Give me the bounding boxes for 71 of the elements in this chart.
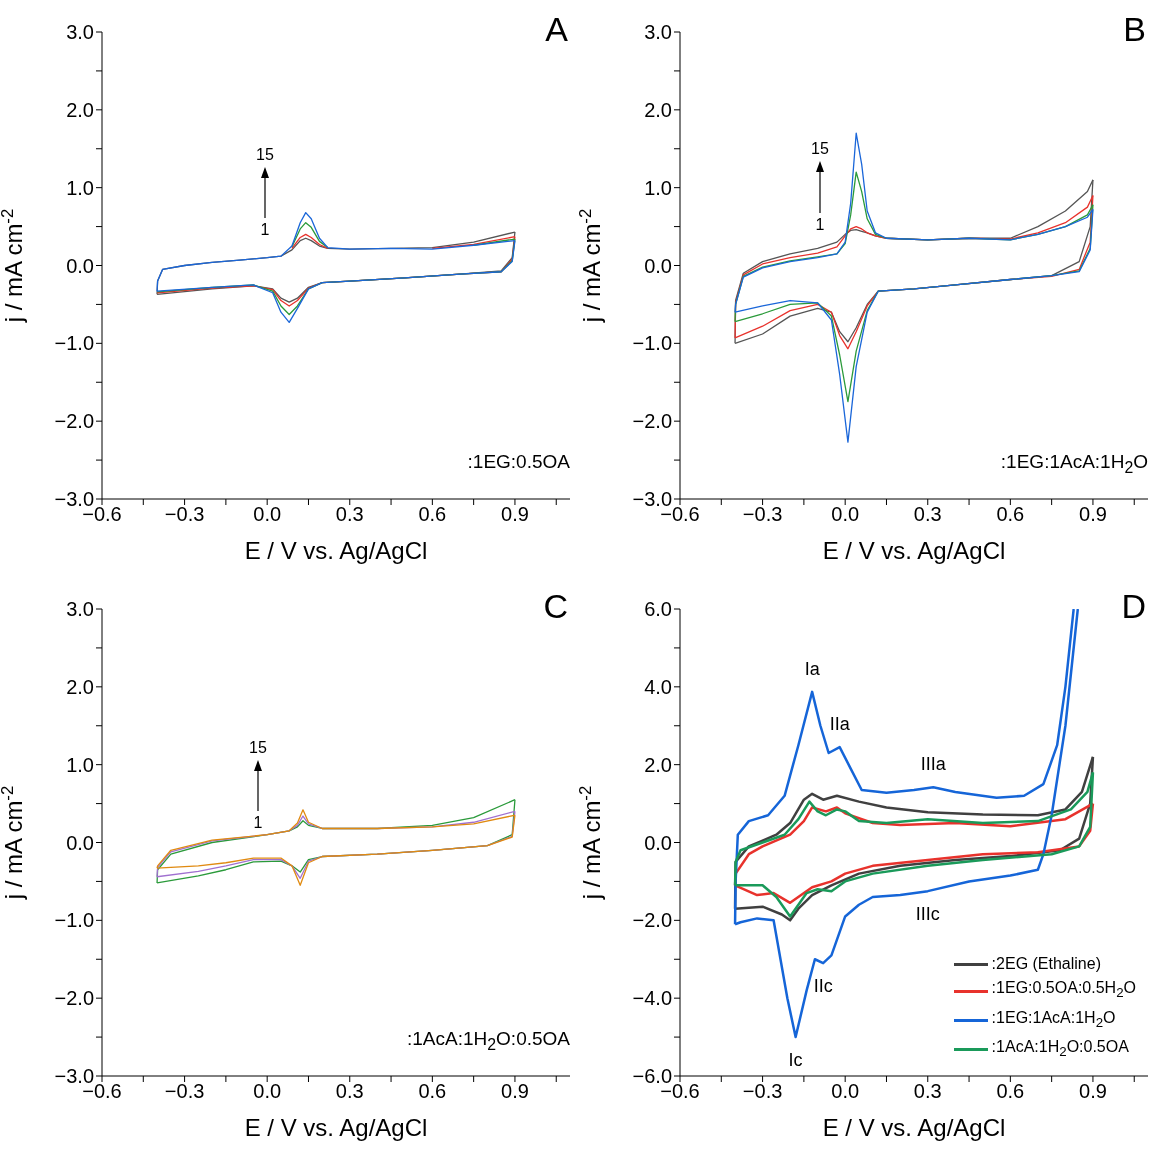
y-tick-label: 1.0 [66, 753, 94, 776]
x-tick-label: 0.3 [335, 1080, 364, 1103]
legend-label: :2EG (Ethaline) [991, 954, 1101, 975]
annotation: Ic [788, 1049, 803, 1070]
x-tick-label: 0.0 [831, 503, 860, 526]
x-tick-label: 0.6 [996, 503, 1025, 526]
legend-label: :1EG:1AcA:1H$_{2}$O [991, 1007, 1116, 1032]
y-tick-label: −2.0 [54, 987, 94, 1010]
y-tick-label: −2.0 [632, 909, 672, 932]
x-tick-label: 0.3 [913, 1080, 942, 1103]
y-tick-label: 0.0 [66, 831, 94, 854]
x-tick-label: 0.6 [418, 1080, 447, 1103]
x-axis-title: E / V vs. Ag/AgCl [244, 537, 428, 564]
x-tick-label: 0.3 [335, 503, 364, 526]
x-axis-title: E / V vs. Ag/AgCl [822, 1114, 1006, 1141]
annotation: Ia [804, 658, 821, 679]
x-tick-label: −0.3 [164, 503, 205, 526]
annotation: IIa [829, 713, 851, 734]
x-tick-label: 0.3 [913, 503, 942, 526]
y-tick-label: 3.0 [66, 598, 94, 621]
x-tick-label: −0.3 [164, 1080, 205, 1103]
y-tick-label: 4.0 [644, 675, 672, 698]
y-tick-label: 1.0 [644, 176, 672, 199]
y-tick-label: 0.0 [644, 831, 672, 854]
annotation: A [545, 10, 568, 48]
x-tick-label: −0.3 [742, 503, 783, 526]
legend-label: :1EG:0.5OA:0.5H$_{2}$O [991, 978, 1136, 1003]
annotation: 15 [248, 738, 268, 758]
x-tick-label: 0.9 [1079, 1080, 1107, 1103]
annotation: :1EG:0.5OA [467, 450, 570, 474]
legend-label: :1AcA:1H$_{2}$O:0.5OA [991, 1036, 1129, 1061]
y-tick-label: −1.0 [54, 909, 94, 932]
x-tick-label: 0.6 [418, 503, 447, 526]
annotation: 15 [255, 145, 275, 165]
x-tick-label: 0.9 [501, 503, 529, 526]
annotation: B [1123, 10, 1146, 48]
x-tick-label: 0.6 [996, 1080, 1025, 1103]
y-tick-label: 0.0 [66, 254, 94, 277]
y-tick-label: 2.0 [66, 98, 94, 121]
x-tick-label: 0.9 [501, 1080, 529, 1103]
annotation: 15 [810, 139, 830, 159]
annotation: 1 [259, 220, 271, 240]
y-tick-label: 3.0 [66, 21, 94, 44]
y-tick-label: 3.0 [644, 21, 672, 44]
y-tick-label: −1.0 [632, 332, 672, 355]
y-tick-label: 2.0 [644, 98, 672, 121]
annotation: IIc [813, 975, 833, 996]
x-tick-label: 0.0 [831, 1080, 860, 1103]
annotation: IIIa [920, 753, 947, 774]
y-tick-label: −4.0 [632, 987, 672, 1010]
y-tick-label: 2.0 [66, 675, 94, 698]
x-axis-title: E / V vs. Ag/AgCl [822, 537, 1006, 564]
y-tick-label: −2.0 [54, 410, 94, 433]
annotation: IIIc [915, 903, 940, 924]
annotation: 1 [814, 215, 826, 235]
annotation: :1EG:1AcA:1H$_{2}$O [1000, 450, 1148, 478]
x-tick-label: 0.0 [253, 1080, 282, 1103]
y-tick-label: −2.0 [632, 410, 672, 433]
y-tick-label: 2.0 [644, 753, 672, 776]
annotation: :1AcA:1H$_{2}$O:0.5OA [407, 1027, 570, 1055]
y-tick-label: 1.0 [66, 176, 94, 199]
y-tick-label: 0.0 [644, 254, 672, 277]
y-tick-label: −1.0 [54, 332, 94, 355]
annotation: C [543, 587, 568, 625]
annotation: 1 [252, 813, 264, 833]
y-tick-label: 6.0 [644, 598, 672, 621]
x-tick-label: 0.9 [1079, 503, 1107, 526]
annotation: D [1121, 587, 1146, 625]
x-tick-label: −0.3 [742, 1080, 783, 1103]
x-tick-label: 0.0 [253, 503, 282, 526]
x-axis-title: E / V vs. Ag/AgCl [244, 1114, 428, 1141]
